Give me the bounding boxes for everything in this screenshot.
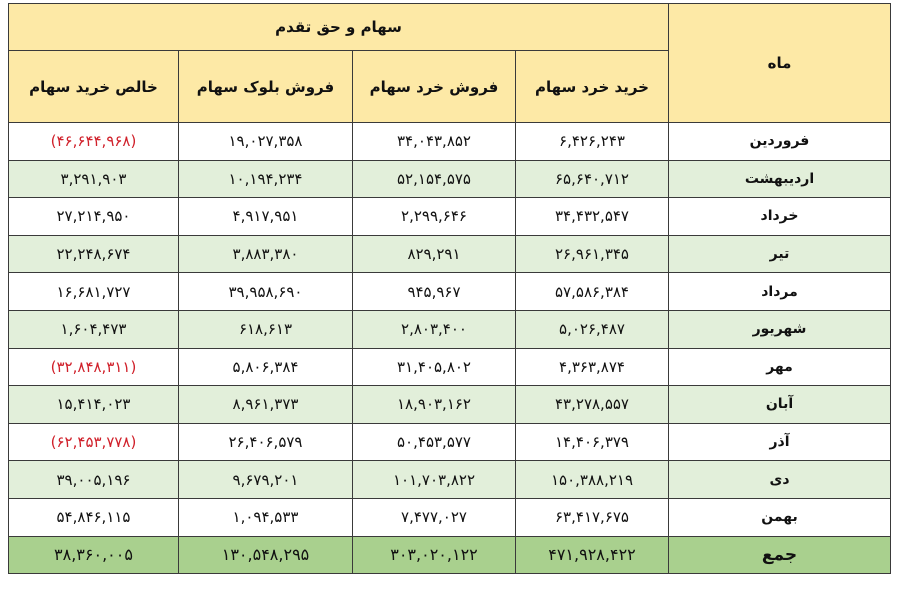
net-buy-cell: ۳۹,۰۰۵,۱۹۶ xyxy=(8,460,179,499)
retail-sell-cell: ۳۴,۰۴۳,۸۵۲ xyxy=(352,122,516,161)
header-month: ماه xyxy=(668,3,891,123)
header-group-stocks: سهام و حق تقدم xyxy=(8,3,669,51)
month-cell: تیر xyxy=(668,234,891,274)
header-block-sell: فروش بلوک سهام xyxy=(178,50,353,123)
retail-buy-cell: ۴۷۱,۹۲۸,۴۲۲ xyxy=(515,535,669,575)
net-buy-cell: ۳۸,۳۶۰,۰۰۵ xyxy=(8,535,179,575)
net-buy-cell: (۳۲,۸۴۸,۳۱۱) xyxy=(8,347,179,387)
month-cell: دی xyxy=(668,460,891,499)
table-row: اردیبهشت ۶۵,۶۴۰,۷۱۲ ۵۲,۱۵۴,۵۷۵ ۱۰,۱۹۴,۲۳۴ ۳,… xyxy=(8,159,891,199)
retail-buy-cell: ۶,۴۲۶,۲۴۳ xyxy=(515,122,669,161)
month-cell: جمع xyxy=(668,535,891,575)
retail-sell-cell: ۲,۸۰۳,۴۰۰ xyxy=(352,309,516,349)
table-row: دی ۱۵۰,۳۸۸,۲۱۹ ۱۰۱,۷۰۳,۸۲۲ ۹,۶۷۹,۲۰۱ ۳۹,۰۰۵,… xyxy=(8,460,891,499)
block-sell-cell: ۹,۶۷۹,۲۰۱ xyxy=(178,460,353,499)
total-row: جمع ۴۷۱,۹۲۸,۴۲۲ ۳۰۳,۰۲۰,۱۲۲ ۱۳۰,۵۴۸,۲۹۵ ۳۸,۳… xyxy=(8,535,891,575)
month-cell: اردیبهشت xyxy=(668,159,891,199)
table-row: بهمن ۶۳,۴۱۷,۶۷۵ ۷,۴۷۷,۰۲۷ ۱,۰۹۴,۵۳۳ ۵۴,۸۴۶,۱… xyxy=(8,497,891,537)
net-buy-cell: ۱,۶۰۴,۴۷۳ xyxy=(8,309,179,349)
block-sell-cell: ۲۶,۴۰۶,۵۷۹ xyxy=(178,422,353,462)
net-buy-cell: (۴۶,۶۴۴,۹۶۸) xyxy=(8,122,179,161)
block-sell-cell: ۱۰,۱۹۴,۲۳۴ xyxy=(178,159,353,199)
month-cell: مهر xyxy=(668,347,891,387)
month-cell: آبان xyxy=(668,385,891,424)
retail-sell-cell: ۸۲۹,۲۹۱ xyxy=(352,234,516,274)
net-buy-cell: ۱۶,۶۸۱,۷۲۷ xyxy=(8,272,179,311)
block-sell-cell: ۸,۹۶۱,۳۷۳ xyxy=(178,385,353,424)
net-buy-cell: ۵۴,۸۴۶,۱۱۵ xyxy=(8,497,179,537)
block-sell-cell: ۱,۰۹۴,۵۳۳ xyxy=(178,497,353,537)
block-sell-cell: ۱۹,۰۲۷,۳۵۸ xyxy=(178,122,353,161)
month-cell: آذر xyxy=(668,422,891,462)
table-row: تیر ۲۶,۹۶۱,۳۴۵ ۸۲۹,۲۹۱ ۳,۸۸۳,۳۸۰ ۲۲,۲۴۸,۶۷۴ xyxy=(8,234,891,274)
retail-sell-cell: ۲,۲۹۹,۶۴۶ xyxy=(352,197,516,236)
retail-buy-cell: ۶۳,۴۱۷,۶۷۵ xyxy=(515,497,669,537)
table-body: فروردین ۶,۴۲۶,۲۴۳ ۳۴,۰۴۳,۸۵۲ ۱۹,۰۲۷,۳۵۸ (۴۶,… xyxy=(8,122,891,575)
block-sell-cell: ۵,۸۰۶,۳۸۴ xyxy=(178,347,353,387)
header-retail-sell: فروش خرد سهام xyxy=(352,50,516,123)
month-cell: فروردین xyxy=(668,122,891,161)
table-row: خرداد ۳۴,۴۳۲,۵۴۷ ۲,۲۹۹,۶۴۶ ۴,۹۱۷,۹۵۱ ۲۷,۲۱۴,… xyxy=(8,197,891,236)
retail-buy-cell: ۴۳,۲۷۸,۵۵۷ xyxy=(515,385,669,424)
retail-sell-cell: ۳۱,۴۰۵,۸۰۲ xyxy=(352,347,516,387)
block-sell-cell: ۳۹,۹۵۸,۶۹۰ xyxy=(178,272,353,311)
retail-buy-cell: ۱۴,۴۰۶,۳۷۹ xyxy=(515,422,669,462)
table-row: مرداد ۵۷,۵۸۶,۳۸۴ ۹۴۵,۹۶۷ ۳۹,۹۵۸,۶۹۰ ۱۶,۶۸۱,۷… xyxy=(8,272,891,311)
net-buy-cell: (۶۲,۴۵۳,۷۷۸) xyxy=(8,422,179,462)
retail-sell-cell: ۷,۴۷۷,۰۲۷ xyxy=(352,497,516,537)
retail-sell-cell: ۹۴۵,۹۶۷ xyxy=(352,272,516,311)
retail-buy-cell: ۵۷,۵۸۶,۳۸۴ xyxy=(515,272,669,311)
table-row: شهریور ۵,۰۲۶,۴۸۷ ۲,۸۰۳,۴۰۰ ۶۱۸,۶۱۳ ۱,۶۰۴,۴۷۳ xyxy=(8,309,891,349)
retail-sell-cell: ۵۰,۴۵۳,۵۷۷ xyxy=(352,422,516,462)
retail-sell-cell: ۵۲,۱۵۴,۵۷۵ xyxy=(352,159,516,199)
table-row: فروردین ۶,۴۲۶,۲۴۳ ۳۴,۰۴۳,۸۵۲ ۱۹,۰۲۷,۳۵۸ (۴۶,… xyxy=(8,122,891,161)
retail-sell-cell: ۱۸,۹۰۳,۱۶۲ xyxy=(352,385,516,424)
net-buy-cell: ۳,۲۹۱,۹۰۳ xyxy=(8,159,179,199)
header-retail-buy: خرید خرد سهام xyxy=(515,50,669,123)
net-buy-cell: ۲۲,۲۴۸,۶۷۴ xyxy=(8,234,179,274)
net-buy-cell: ۱۵,۴۱۴,۰۲۳ xyxy=(8,385,179,424)
retail-sell-cell: ۳۰۳,۰۲۰,۱۲۲ xyxy=(352,535,516,575)
monthly-stock-trading-table: ماه سهام و حق تقدم خرید خرد سهام فروش خر… xyxy=(8,3,891,575)
month-cell: شهریور xyxy=(668,309,891,349)
block-sell-cell: ۳,۸۸۳,۳۸۰ xyxy=(178,234,353,274)
retail-sell-cell: ۱۰۱,۷۰۳,۸۲۲ xyxy=(352,460,516,499)
table-row: مهر ۴,۳۶۳,۸۷۴ ۳۱,۴۰۵,۸۰۲ ۵,۸۰۶,۳۸۴ (۳۲,۸۴۸,۳… xyxy=(8,347,891,387)
retail-buy-cell: ۲۶,۹۶۱,۳۴۵ xyxy=(515,234,669,274)
month-cell: مرداد xyxy=(668,272,891,311)
block-sell-cell: ۴,۹۱۷,۹۵۱ xyxy=(178,197,353,236)
month-cell: بهمن xyxy=(668,497,891,537)
retail-buy-cell: ۴,۳۶۳,۸۷۴ xyxy=(515,347,669,387)
month-cell: خرداد xyxy=(668,197,891,236)
net-buy-cell: ۲۷,۲۱۴,۹۵۰ xyxy=(8,197,179,236)
retail-buy-cell: ۱۵۰,۳۸۸,۲۱۹ xyxy=(515,460,669,499)
retail-buy-cell: ۶۵,۶۴۰,۷۱۲ xyxy=(515,159,669,199)
table-row: آذر ۱۴,۴۰۶,۳۷۹ ۵۰,۴۵۳,۵۷۷ ۲۶,۴۰۶,۵۷۹ (۶۲,۴۵۳… xyxy=(8,422,891,462)
retail-buy-cell: ۳۴,۴۳۲,۵۴۷ xyxy=(515,197,669,236)
block-sell-cell: ۶۱۸,۶۱۳ xyxy=(178,309,353,349)
header-net-buy: خالص خرید سهام xyxy=(8,50,179,123)
retail-buy-cell: ۵,۰۲۶,۴۸۷ xyxy=(515,309,669,349)
block-sell-cell: ۱۳۰,۵۴۸,۲۹۵ xyxy=(178,535,353,575)
table-row: آبان ۴۳,۲۷۸,۵۵۷ ۱۸,۹۰۳,۱۶۲ ۸,۹۶۱,۳۷۳ ۱۵,۴۱۴,… xyxy=(8,385,891,424)
